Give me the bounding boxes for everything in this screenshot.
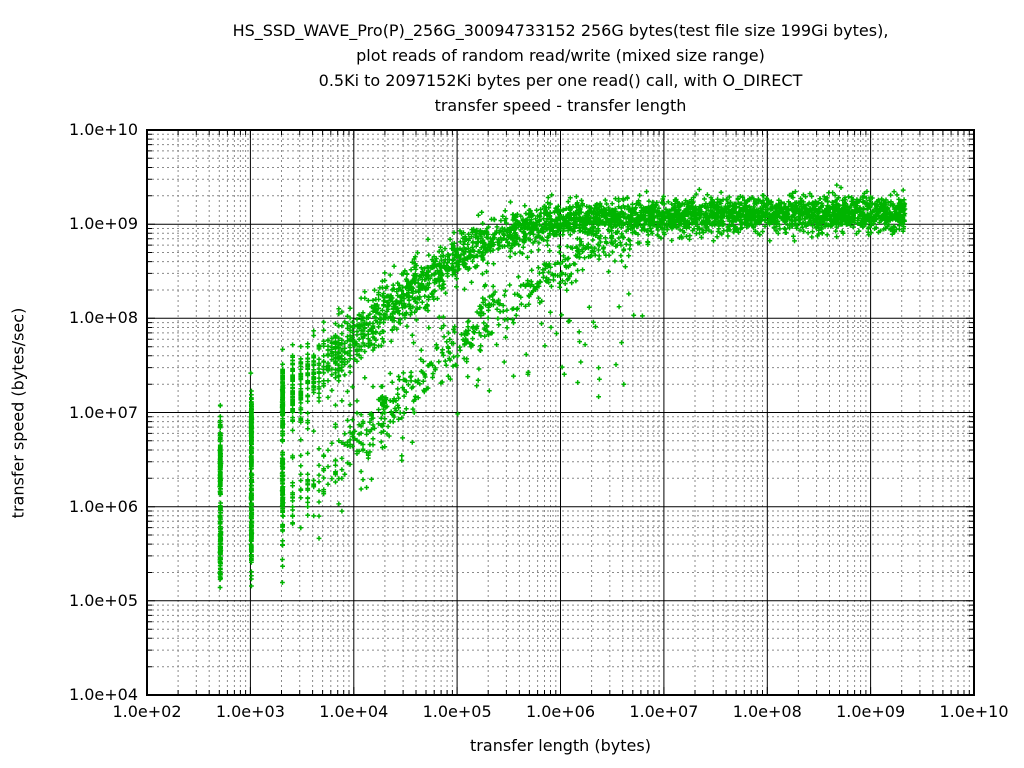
plot-border [146, 129, 975, 696]
x-axis-title: transfer length (bytes) [470, 736, 651, 755]
title-line-1: HS_SSD_WAVE_Pro(P)_256G_30094733152 256G… [232, 21, 889, 40]
title-line-4: transfer speed - transfer length [434, 96, 687, 115]
x-tick-label: 1.0e+09 [836, 702, 906, 721]
y-tick-label: 1.0e+10 [68, 120, 138, 139]
x-tick-label: 1.0e+06 [525, 702, 596, 721]
x-tick-label: 1.0e+07 [629, 702, 699, 721]
axis-ticks [147, 130, 974, 695]
x-tick-label: 1.0e+03 [215, 702, 285, 721]
x-tick-label: 1.0e+10 [939, 702, 1009, 721]
scatter-points [217, 182, 908, 590]
title-line-2: plot reads of random read/write (mixed s… [356, 46, 765, 65]
x-tick-label: 1.0e+04 [319, 702, 389, 721]
y-tick-label: 1.0e+06 [68, 496, 138, 516]
y-tick-label: 1.0e+08 [68, 308, 138, 328]
y-tick-label: 1.0e+07 [68, 402, 138, 422]
y-tick-label: 1.0e+04 [68, 685, 138, 704]
title-line-3: 0.5Ki to 2097152Ki bytes per one read() … [318, 71, 803, 90]
x-tick-label: 1.0e+08 [732, 702, 802, 721]
y-tick-label: 1.0e+05 [68, 590, 138, 610]
x-tick-label: 1.0e+02 [112, 702, 182, 721]
y-tick-label: 1.0e+09 [68, 214, 138, 234]
chart-title: HS_SSD_WAVE_Pro(P)_256G_30094733152 256G… [147, 18, 974, 118]
x-tick-label: 1.0e+05 [422, 702, 492, 721]
